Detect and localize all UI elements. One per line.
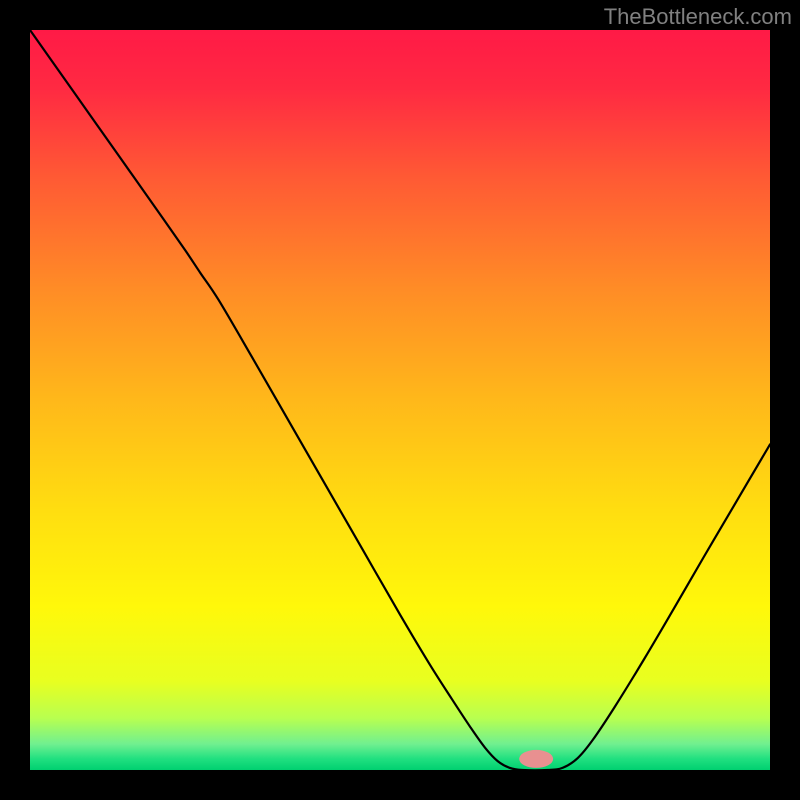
chart-svg: TheBottleneck.com [0, 0, 800, 800]
optimal-marker [519, 750, 553, 768]
bottleneck-chart: TheBottleneck.com [0, 0, 800, 800]
watermark-text: TheBottleneck.com [604, 4, 792, 29]
plot-area [30, 30, 770, 770]
